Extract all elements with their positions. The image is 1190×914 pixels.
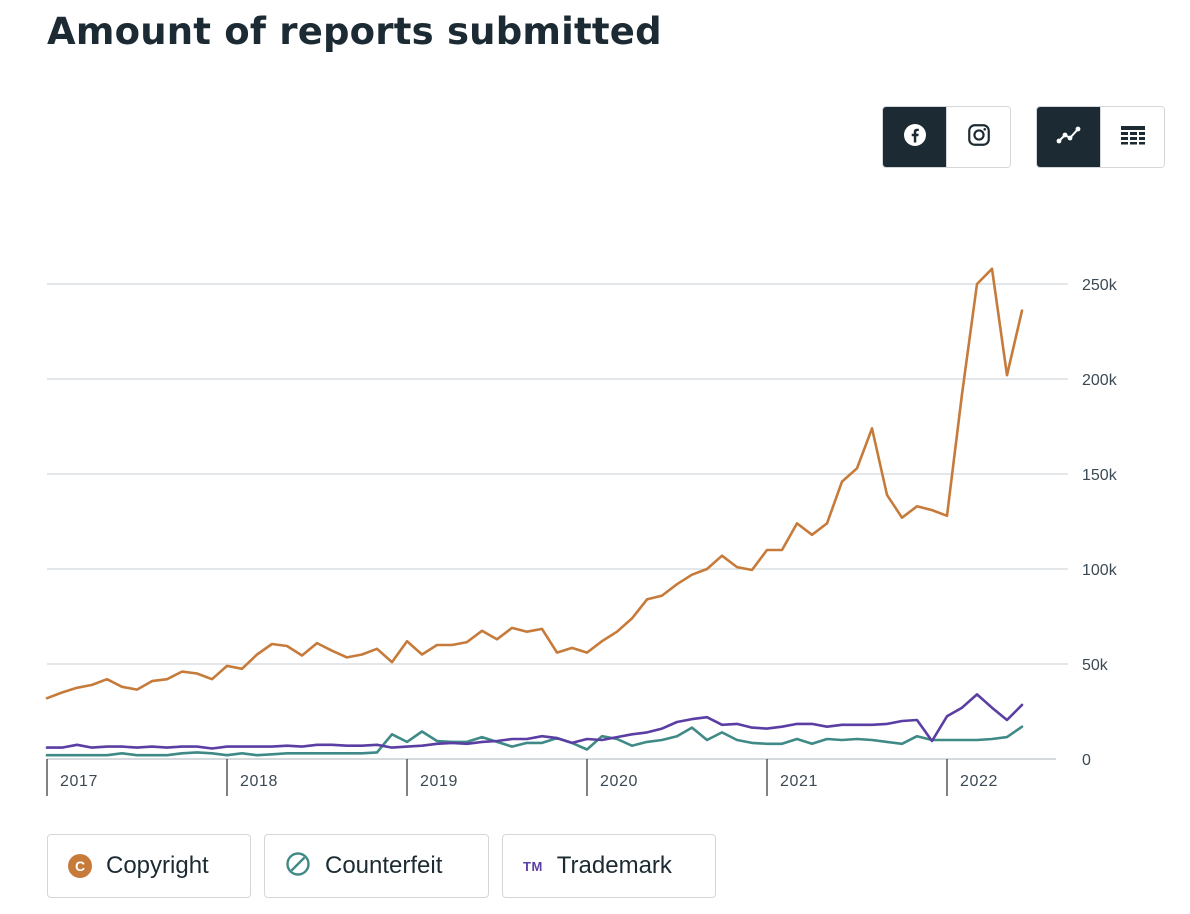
x-tick-label: 2018 xyxy=(240,773,278,790)
legend-trademark[interactable]: TM Trademark xyxy=(502,834,716,898)
platform-toggle xyxy=(882,106,1011,168)
chart-view-button[interactable] xyxy=(1037,107,1100,167)
counterfeit-icon xyxy=(285,851,311,882)
x-tick-label: 2022 xyxy=(960,773,998,790)
legend-label-copyright: Copyright xyxy=(106,852,209,879)
y-tick-label: 250k xyxy=(1082,277,1118,294)
trademark-icon: TM xyxy=(523,858,543,874)
y-tick-label: 150k xyxy=(1082,467,1118,484)
y-tick-label: 50k xyxy=(1082,657,1109,674)
y-tick-label: 100k xyxy=(1082,562,1118,579)
x-tick-label: 2019 xyxy=(420,773,458,790)
series-line-counterfeit xyxy=(45,725,1024,757)
legend-label-counterfeit: Counterfeit xyxy=(325,852,443,879)
facebook-icon xyxy=(903,123,927,152)
line-chart-icon xyxy=(1056,124,1082,151)
y-tick-label: 200k xyxy=(1082,372,1118,389)
x-tick-label: 2020 xyxy=(600,773,638,790)
legend-label-trademark: Trademark xyxy=(556,852,672,879)
series-line-trademark xyxy=(45,693,1024,750)
table-view-button[interactable] xyxy=(1100,107,1164,167)
table-icon xyxy=(1120,125,1146,150)
legend-copyright[interactable]: C Copyright xyxy=(47,834,251,898)
instagram-button[interactable] xyxy=(946,107,1010,167)
y-tick-label: 0 xyxy=(1082,752,1091,769)
instagram-icon xyxy=(966,122,992,153)
legend-counterfeit[interactable]: Counterfeit xyxy=(264,834,489,898)
facebook-button[interactable] xyxy=(883,107,946,167)
view-toggle xyxy=(1036,106,1165,168)
x-tick-label: 2017 xyxy=(60,773,98,790)
series-line-copyright xyxy=(45,267,1024,700)
page-title: Amount of reports submitted xyxy=(47,10,662,53)
x-tick-label: 2021 xyxy=(780,773,818,790)
copyright-icon: C xyxy=(68,854,92,878)
